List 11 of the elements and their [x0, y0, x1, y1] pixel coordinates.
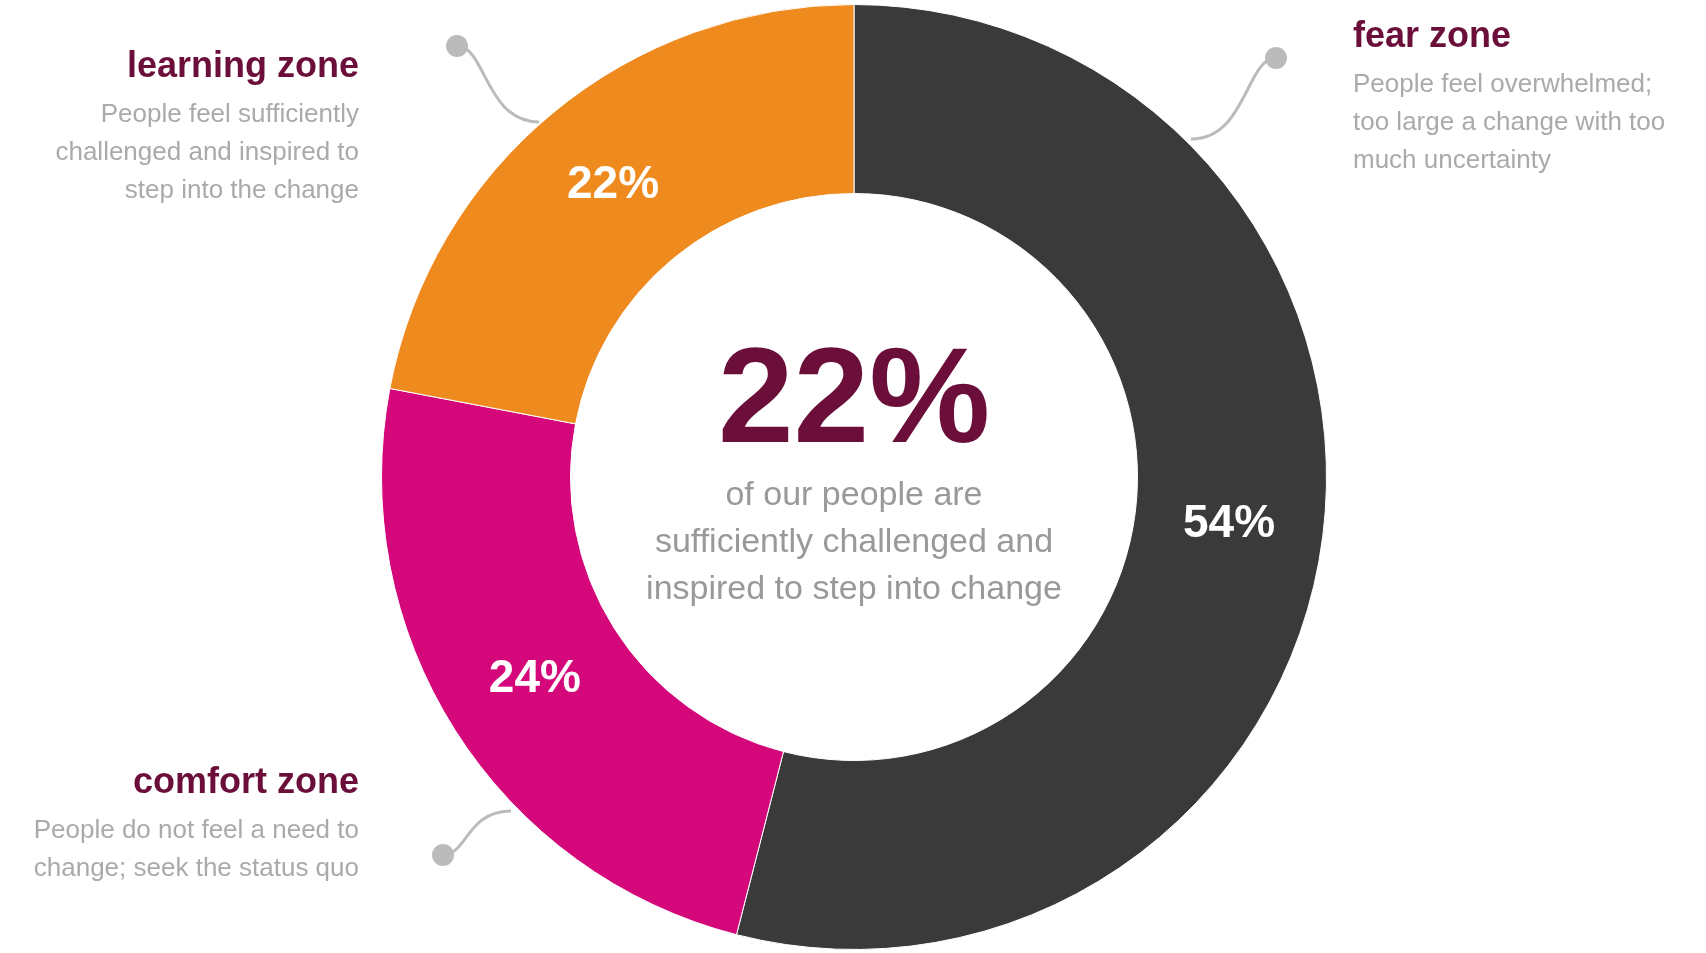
data-label: 54%	[1182, 495, 1276, 548]
slice-label: learning zone	[126, 44, 359, 86]
text: People feel sufficiently challenged and inspired to step into the change	[54, 97, 359, 206]
text: 22%	[716, 319, 992, 471]
data-label: 24%	[488, 650, 581, 703]
data-label: 22%	[567, 156, 660, 209]
slice-label: comfort zone	[132, 760, 359, 802]
text: People do not feel a need to change; seek the status quo	[32, 813, 359, 884]
slice-label: fear zone	[1353, 14, 1512, 56]
text: of our people are sufficiently challenged and inspired to step into change	[645, 473, 1063, 608]
text: People feel overwhelmed; too large a change with too much uncertainty	[1353, 67, 1667, 176]
